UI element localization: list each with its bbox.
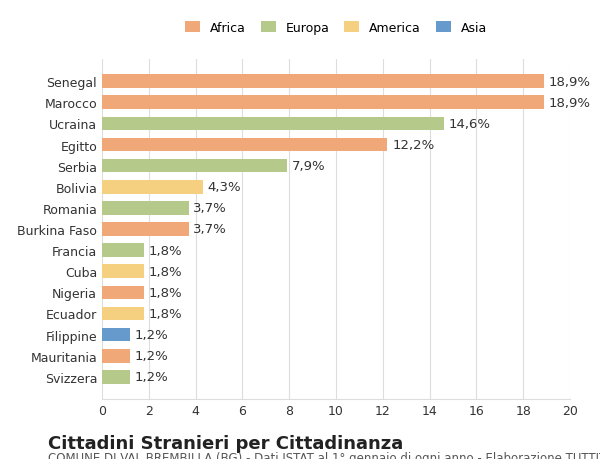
Text: 1,2%: 1,2% (135, 328, 169, 341)
Text: 14,6%: 14,6% (448, 118, 490, 131)
Text: 1,2%: 1,2% (135, 370, 169, 384)
Legend: Africa, Europa, America, Asia: Africa, Europa, America, Asia (185, 22, 487, 35)
Bar (102, 370, 130, 384)
Text: 18,9%: 18,9% (549, 75, 591, 89)
Text: 12,2%: 12,2% (392, 139, 434, 151)
Text: 18,9%: 18,9% (549, 96, 591, 110)
Text: 1,8%: 1,8% (149, 286, 182, 299)
Text: 1,8%: 1,8% (149, 308, 182, 320)
Bar (102, 223, 188, 236)
Bar (102, 117, 443, 131)
Bar (102, 328, 130, 342)
Text: 7,9%: 7,9% (292, 160, 325, 173)
Bar (102, 96, 544, 110)
Text: COMUNE DI VAL BREMBILLA (BG) - Dati ISTAT al 1° gennaio di ogni anno - Elaborazi: COMUNE DI VAL BREMBILLA (BG) - Dati ISTA… (48, 451, 600, 459)
Bar (102, 159, 287, 173)
Bar (102, 75, 544, 89)
Bar (102, 244, 144, 257)
Text: Cittadini Stranieri per Cittadinanza: Cittadini Stranieri per Cittadinanza (48, 434, 403, 452)
Text: 3,7%: 3,7% (193, 202, 227, 215)
Bar (102, 349, 130, 363)
Bar (102, 265, 144, 279)
Text: 4,3%: 4,3% (208, 181, 241, 194)
Text: 1,8%: 1,8% (149, 265, 182, 278)
Text: 1,8%: 1,8% (149, 244, 182, 257)
Bar (102, 286, 144, 300)
Bar (102, 202, 188, 215)
Bar (102, 180, 203, 194)
Bar (102, 138, 388, 152)
Text: 3,7%: 3,7% (193, 223, 227, 236)
Text: 1,2%: 1,2% (135, 349, 169, 363)
Bar (102, 307, 144, 321)
